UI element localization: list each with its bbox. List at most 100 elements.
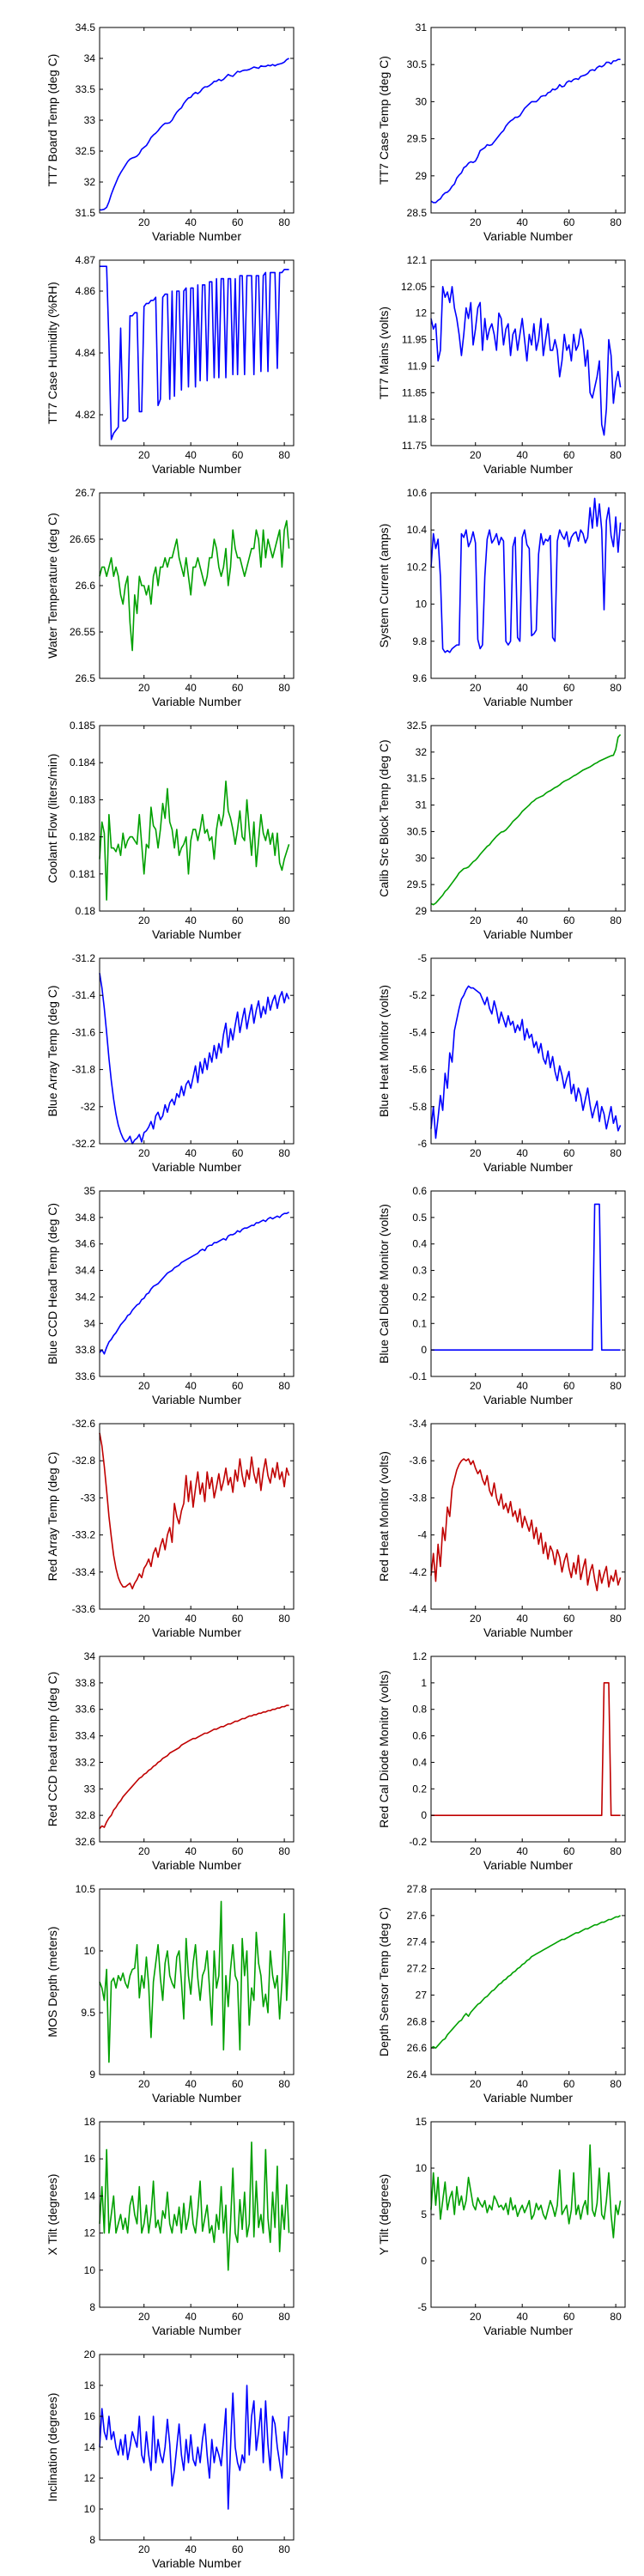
plot-frame <box>99 1423 295 1610</box>
x-tick-label: 80 <box>610 1380 622 1392</box>
x-tick-label: 40 <box>185 2311 197 2323</box>
y-tick-label: 0.181 <box>70 868 95 880</box>
x-tick-label: 60 <box>563 1845 575 1857</box>
x-tick-label: 60 <box>232 2311 244 2323</box>
y-tick-label: 26.6 <box>76 580 96 592</box>
y-tick-label: -4 <box>417 1529 427 1541</box>
subplot-11: 20 40 60 80 33.6 33.8 34 34.2 34.4 34.6 34.8 35 Vari… <box>46 1185 295 1406</box>
y-tick-label: 9 <box>89 2069 95 2081</box>
y-tick-label: 32.5 <box>76 145 96 157</box>
y-axis-label: TT7 Case Temp (deg C) <box>377 56 391 185</box>
x-tick-label: 40 <box>517 2311 529 2323</box>
y-tick-label: 34 <box>84 1317 96 1329</box>
y-tick-label: 34 <box>84 52 96 64</box>
x-axis-label: Variable Number <box>483 2324 573 2337</box>
y-tick-label: 10.2 <box>407 561 428 573</box>
y-tick-label: 9.5 <box>81 2007 95 2019</box>
x-tick-label: 20 <box>138 914 150 927</box>
x-tick-label: 80 <box>278 914 290 927</box>
y-axis-label: MOS Depth (meters) <box>46 1926 59 2037</box>
x-tick-label: 20 <box>470 449 482 461</box>
series-line <box>99 2141 290 2271</box>
x-tick-label: 80 <box>278 2311 290 2323</box>
x-tick-label: 40 <box>517 216 529 228</box>
y-tick-label: 10.5 <box>76 1883 96 1895</box>
y-axis-label: System Current (amps) <box>377 524 391 648</box>
y-tick-label: -0.2 <box>409 1836 427 1848</box>
series-line <box>99 1432 290 1590</box>
y-tick-label: 0.1 <box>412 1317 427 1329</box>
y-tick-label: 32 <box>416 746 428 758</box>
subplot-7: 20 40 60 80 0.18 0.181 0.182 0.183 0.184 0.185 Var… <box>46 720 295 941</box>
y-axis-label: Red Cal Diode Monitor (volts) <box>377 1670 391 1828</box>
y-tick-label: -5.8 <box>409 1101 427 1113</box>
y-axis-label: Red Array Temp (deg C) <box>46 1452 59 1582</box>
x-tick-label: 40 <box>185 449 197 461</box>
subplot-16: 20 40 60 80 -0.2 0 0.2 0.4 0.6 0.8 1 1.2 Variable Nu… <box>377 1650 626 1872</box>
x-tick-label: 60 <box>232 682 244 694</box>
x-tick-label: 40 <box>517 2078 529 2090</box>
x-tick-label: 80 <box>278 1845 290 1857</box>
series-line <box>99 973 290 1145</box>
x-axis-label: Variable Number <box>152 1625 241 1639</box>
y-tick-label: 33.2 <box>76 1756 96 1768</box>
y-tick-label: -33.4 <box>72 1566 96 1578</box>
subplot-12: 20 40 60 80 -0.1 0 0.1 0.2 0.3 0.4 0.5 0.6 Variable … <box>377 1185 626 1406</box>
x-tick-label: 60 <box>563 2078 575 2090</box>
x-tick-label: 40 <box>517 1380 529 1392</box>
x-tick-label: 80 <box>278 216 290 228</box>
y-tick-label: 26.5 <box>76 672 96 684</box>
x-tick-label: 20 <box>138 1845 150 1857</box>
x-tick-label: 60 <box>232 1845 244 1857</box>
y-tick-label: 35 <box>84 1185 96 1197</box>
y-tick-label: 34.5 <box>76 21 96 33</box>
x-tick-label: 80 <box>610 449 622 461</box>
x-tick-label: 80 <box>610 914 622 927</box>
x-tick-label: 80 <box>610 2078 622 2090</box>
y-tick-label: 0.5 <box>412 1212 427 1224</box>
plot-frame <box>99 725 295 912</box>
x-axis-label: Variable Number <box>152 1160 241 1174</box>
x-tick-label: 80 <box>610 1613 622 1625</box>
y-tick-label: 34 <box>84 1650 96 1662</box>
x-tick-label: 20 <box>470 1380 482 1392</box>
x-axis-label: Variable Number <box>152 1858 241 1872</box>
y-tick-label: 4.82 <box>76 409 96 421</box>
plot-frame <box>430 2121 626 2308</box>
y-tick-label: 31 <box>416 799 428 811</box>
y-tick-label: 30.5 <box>407 825 428 837</box>
x-tick-label: 60 <box>563 216 575 228</box>
x-tick-label: 40 <box>517 682 529 694</box>
x-axis-label: Variable Number <box>152 2556 241 2570</box>
x-tick-label: 60 <box>563 1147 575 1159</box>
y-tick-label: -5 <box>417 2301 427 2313</box>
x-tick-label: 60 <box>563 1613 575 1625</box>
plot-frame <box>99 2121 295 2308</box>
y-tick-label: 27.2 <box>407 1963 428 1975</box>
series-line <box>430 1458 622 1592</box>
x-tick-label: 80 <box>278 1613 290 1625</box>
y-axis-label: TT7 Board Temp (deg C) <box>46 54 59 187</box>
plot-frame <box>99 1656 295 1843</box>
x-axis-label: Variable Number <box>152 695 241 708</box>
series-line <box>99 519 290 652</box>
subplot-20: 20 40 60 80 -5 0 5 10 15 Variable Number Y Tilt (d… <box>377 2116 626 2337</box>
y-tick-label: 33.6 <box>76 1370 96 1382</box>
x-tick-label: 40 <box>185 682 197 694</box>
y-tick-label: 26.8 <box>407 2015 428 2027</box>
x-tick-label: 20 <box>138 2078 150 2090</box>
series-line <box>430 985 622 1139</box>
x-tick-label: 80 <box>278 682 290 694</box>
series-line <box>430 497 622 653</box>
x-tick-label: 40 <box>185 1380 197 1392</box>
y-tick-label: 20 <box>84 2348 96 2360</box>
y-tick-label: 27.4 <box>407 1936 428 1948</box>
y-tick-label: 31 <box>416 21 428 33</box>
y-tick-label: -31.4 <box>72 989 96 1001</box>
subplot-1: 20 40 60 80 31.5 32 32.5 33 33.5 34 34.5 Variable N… <box>46 21 295 243</box>
y-axis-label: X Tilt (degrees) <box>46 2174 59 2256</box>
y-tick-label: 32.6 <box>76 1836 96 1848</box>
plot-frame <box>430 259 626 447</box>
y-axis-label: Red Heat Monitor (volts) <box>377 1451 391 1582</box>
